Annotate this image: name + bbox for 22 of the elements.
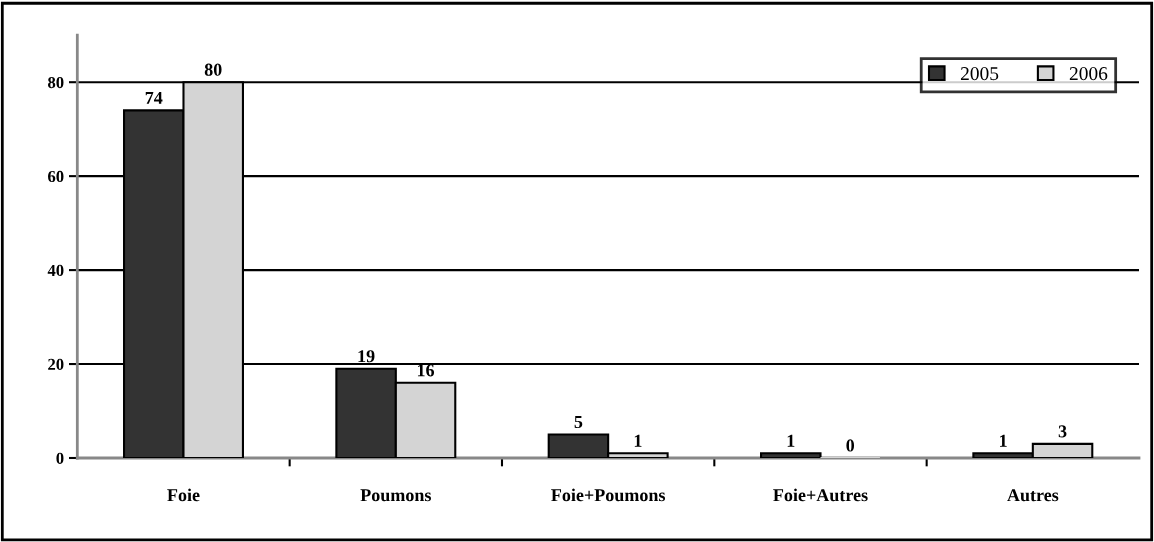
y-tick-label: 40 bbox=[47, 264, 64, 277]
data-label: 1 bbox=[787, 434, 795, 447]
data-label: 0 bbox=[846, 439, 855, 452]
data-label: 1 bbox=[634, 434, 642, 447]
y-tick-label: 60 bbox=[48, 170, 64, 183]
data-label: 19 bbox=[358, 350, 375, 363]
x-tick-label: Poumons bbox=[360, 489, 431, 502]
y-tick-label: 20 bbox=[48, 358, 64, 370]
data-label: 74 bbox=[145, 91, 163, 104]
data-label: 80 bbox=[204, 63, 222, 76]
data-label: 1 bbox=[1000, 434, 1007, 447]
data-label: 5 bbox=[574, 416, 583, 429]
legend-label: 2006 bbox=[1069, 67, 1108, 81]
y-tick-label: 80 bbox=[48, 76, 64, 89]
legend-label: 2005 bbox=[960, 67, 999, 81]
x-tick-label: Foie+Poumons bbox=[551, 488, 666, 502]
x-tick-label: Foie+Autres bbox=[773, 488, 868, 502]
data-label: 3 bbox=[1058, 425, 1067, 438]
x-tick-label: Autres bbox=[1007, 489, 1059, 502]
data-label: 16 bbox=[417, 364, 435, 377]
y-tick-label: 0 bbox=[56, 452, 64, 464]
x-tick-label: Foie bbox=[167, 488, 200, 502]
